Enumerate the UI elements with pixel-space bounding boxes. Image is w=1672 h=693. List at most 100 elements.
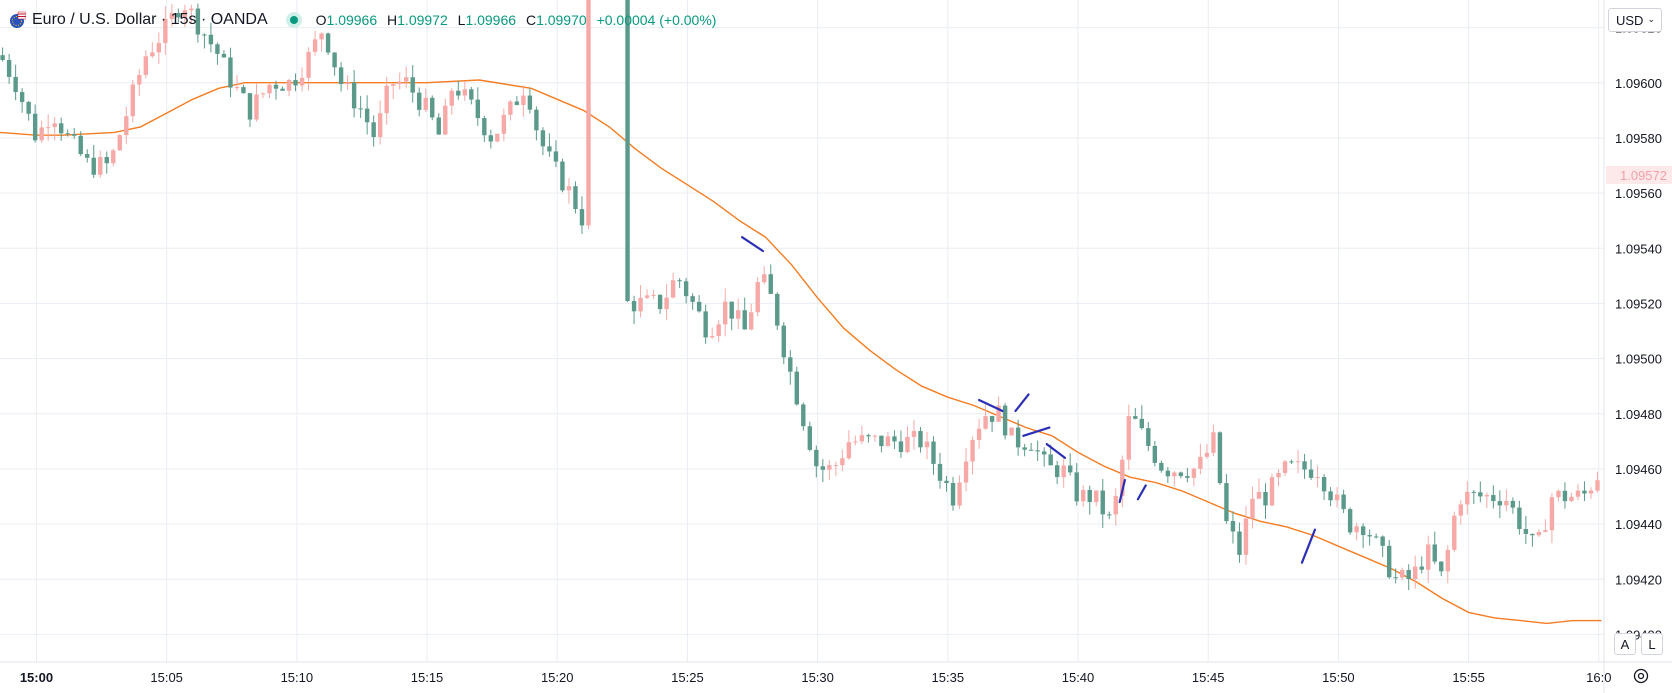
candle-body (72, 134, 77, 136)
candle-body (1321, 477, 1327, 492)
candle-body (1126, 416, 1131, 460)
candle-body (98, 157, 103, 175)
candle-body (931, 441, 936, 464)
candle-body (1458, 504, 1463, 516)
candle-body (736, 310, 741, 319)
candle-body (749, 312, 754, 330)
trend-line-drawing[interactable] (977, 398, 1004, 413)
candle-body (1582, 490, 1587, 494)
candle-body (1517, 507, 1522, 530)
candle-body (827, 465, 832, 470)
candle-body (514, 101, 520, 105)
trend-line-drawing[interactable] (1136, 484, 1147, 501)
candle-body (1367, 535, 1372, 537)
candle-body (397, 81, 402, 85)
candle-body (254, 94, 259, 120)
time-tick-label: 15:25 (671, 670, 704, 685)
candle-body (696, 301, 702, 312)
time-axis[interactable]: 15:00 15:05 15:10 15:15 15:20 15:25 15:30 15:35… (20, 670, 1612, 685)
candle-body (1334, 494, 1340, 501)
candle-body (267, 84, 272, 94)
candle-body (911, 431, 917, 437)
candle-body (1504, 500, 1509, 506)
candle-body (202, 34, 207, 36)
symbol-title[interactable]: Euro / U.S. Dollar · 15s · OANDA (32, 11, 268, 28)
price-tick-label: 1.09560 (1615, 186, 1662, 201)
candle-body (775, 293, 780, 326)
candle-body (722, 301, 728, 325)
candle-body (924, 441, 930, 448)
candle-body (1289, 461, 1294, 463)
candle-body (1276, 472, 1281, 478)
candle-body (384, 85, 389, 114)
candle-body (781, 325, 786, 358)
candle-body (820, 466, 826, 470)
candle-body (1165, 470, 1171, 477)
trend-line-drawing[interactable] (1045, 442, 1067, 459)
candle-body (807, 426, 813, 450)
candle-body (885, 436, 891, 447)
log-scale-button[interactable]: L (1641, 633, 1663, 655)
candle-body (1530, 533, 1535, 536)
eurusd-flag-icon[interactable] (8, 11, 26, 29)
candle-body (423, 97, 428, 110)
candle-body (1347, 509, 1353, 533)
candle-body (85, 154, 90, 158)
candle-body (853, 441, 858, 443)
drawings-layer[interactable] (741, 236, 1317, 564)
candle-body (104, 157, 109, 164)
candle-body (195, 8, 201, 35)
trend-line-drawing[interactable] (1022, 426, 1051, 437)
trend-line-drawing[interactable] (741, 236, 765, 253)
candle-body (1159, 462, 1164, 471)
candle-body (1399, 569, 1405, 578)
candle-body (1120, 459, 1125, 496)
candle-body (866, 435, 871, 437)
candle-body (840, 458, 845, 466)
time-tick-label: 15:45 (1192, 670, 1225, 685)
candle-body (443, 105, 448, 135)
trend-line-drawing[interactable] (1014, 393, 1030, 413)
candle-body (6, 59, 12, 77)
trend-line-drawing[interactable] (1300, 528, 1317, 564)
candle-body (1087, 489, 1092, 503)
close-value: 1.09970 (536, 12, 587, 28)
candle-body (1308, 469, 1314, 478)
candle-body (65, 133, 70, 135)
auto-scale-button[interactable]: A (1614, 633, 1636, 655)
candle-body (742, 310, 747, 330)
trend-line-drawing[interactable] (1118, 478, 1126, 504)
open-market-dot-icon[interactable] (285, 12, 302, 28)
gear-icon[interactable] (1632, 667, 1650, 685)
candle-body (677, 280, 682, 282)
candle-body (293, 80, 298, 86)
candle-body (527, 95, 533, 110)
candle-body (13, 76, 18, 93)
candle-body (709, 336, 715, 338)
candle-body (1549, 497, 1555, 531)
candle-body (1393, 577, 1398, 579)
candle-body (495, 133, 500, 142)
candle-body (788, 357, 793, 372)
candle-body (58, 123, 64, 134)
price-axis[interactable]: 1.096201.096001.095801.095601.095401.095… (1615, 21, 1662, 643)
candle-body (729, 301, 734, 319)
candle-body (124, 116, 129, 136)
candle-body (371, 122, 376, 138)
candle-body (944, 480, 949, 484)
currency-select[interactable]: USD ⌄ (1608, 8, 1662, 32)
candle-body (631, 300, 637, 312)
candle-body (234, 87, 240, 89)
candle-body (1295, 461, 1301, 463)
candle-body (475, 99, 481, 119)
candle-body (950, 483, 956, 506)
candle-body (306, 51, 311, 78)
candle-body (430, 97, 435, 118)
candle-body (547, 146, 552, 152)
time-tick-label: 15:35 (932, 670, 965, 685)
price-tick-label: 1.09520 (1615, 296, 1662, 311)
candle-body (1211, 432, 1216, 453)
candle-body (169, 12, 175, 19)
candle-body (111, 150, 116, 164)
